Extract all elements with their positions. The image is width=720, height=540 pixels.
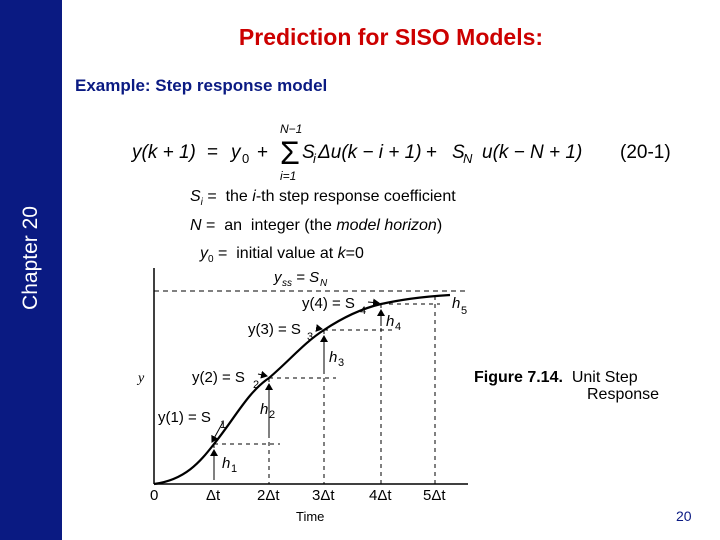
sidebar: Chapter 20 (0, 0, 62, 540)
eq-lhs: y(k + 1) (130, 142, 196, 163)
x-tick-3: 3Δt (312, 487, 335, 504)
eq-sn-term-sub: N (463, 151, 473, 166)
svg-text:y(4) = S: y(4) = S (302, 295, 355, 312)
step-response-figure: y y ss = S N y(1) = S 1 y(2) = S 2 y(3) … (136, 268, 468, 524)
eq-sum-upper: N−1 (280, 122, 302, 136)
equation-20-1: y(k + 1) = y 0 + N−1 Σ i=1 S i Δu(k − i … (130, 122, 671, 182)
si-italic: i (252, 188, 256, 205)
figure-caption: Figure 7.14. Unit Step Response (474, 369, 669, 403)
eq-y0-sub: 0 (242, 151, 249, 166)
point-label-3: y(3) = S 3 (248, 321, 313, 343)
n-text-post: ) (436, 217, 443, 234)
eq-s-term-sub: i (313, 151, 317, 166)
svg-text:h: h (386, 313, 394, 330)
n-text-pre: = an integer (the (201, 217, 337, 234)
eq-s-term: S (302, 142, 315, 163)
svg-text:N: N (320, 278, 328, 289)
svg-text:y(1) = S: y(1) = S (158, 409, 211, 426)
eq-delta-term: Δu(k − i + 1) (317, 142, 422, 163)
x-tick-0: 0 (150, 487, 158, 504)
svg-text:2: 2 (253, 379, 259, 391)
point-label-1: y(1) = S 1 (158, 409, 226, 431)
n-symbol: N (190, 217, 202, 234)
svg-text:5: 5 (461, 305, 467, 317)
eq-equals: = (207, 142, 218, 163)
svg-text:y(2) = S: y(2) = S (192, 369, 245, 386)
x-tick-labels: 0 Δt 2Δt 3Δt 4Δt 5Δt (150, 487, 446, 504)
page-number: 20 (676, 508, 692, 524)
x-tick-2: 2Δt (257, 487, 280, 504)
page-title: Prediction for SISO Models: (238, 24, 544, 50)
svg-text:4: 4 (395, 321, 401, 333)
eq-last-arg: u(k − N + 1) (482, 142, 582, 163)
chapter-label: Chapter 20 (19, 206, 42, 310)
y0-sub: 0 (208, 254, 214, 266)
svg-text:h: h (452, 295, 460, 312)
svg-text:1: 1 (220, 419, 226, 431)
sigma-symbol: Σ (280, 135, 300, 171)
si-text-pre: = the (202, 188, 253, 205)
point-label-2: y(2) = S 2 (192, 369, 259, 391)
definition-n: N = an integer (the model horizon) (190, 217, 442, 235)
si-symbol: S (190, 188, 201, 205)
definition-y0: y0 = initial value at k=0 (200, 245, 364, 265)
svg-text:2: 2 (269, 409, 275, 421)
si-text-post: -th step response coefficient (255, 188, 456, 205)
x-tick-1: Δt (206, 487, 221, 504)
eq-y0: y (229, 142, 242, 163)
svg-text:3: 3 (338, 357, 344, 369)
yss-label: y ss = S N (273, 269, 328, 289)
svg-text:y(3) = S: y(3) = S (248, 321, 301, 338)
y0-text-pre: = initial value at (213, 245, 338, 262)
eq-plus-1: + (257, 142, 268, 163)
n-italic: model horizon (336, 217, 437, 234)
caption-line2: Response (587, 386, 660, 403)
level-guides (214, 303, 440, 445)
svg-text:h: h (260, 401, 268, 418)
svg-text:= S: = S (292, 269, 319, 286)
point-label-4: y(4) = S 4 (302, 295, 366, 317)
definition-si: Si = the i-th step response coefficient (190, 188, 456, 208)
svg-text:1: 1 (231, 463, 237, 475)
y0-text-post: =0 (345, 245, 364, 262)
svg-text:h: h (222, 455, 230, 472)
svg-text:ss: ss (282, 278, 292, 289)
eq-plus-2: + (426, 142, 437, 163)
x-axis-label: Time (296, 509, 324, 524)
caption-line1: Unit Step (562, 369, 638, 386)
eq-sn-term: S (452, 142, 465, 163)
eq-sum-lower: i=1 (280, 169, 296, 182)
point-labels: y(1) = S 1 y(2) = S 2 y(3) = S 3 y(4) = … (158, 295, 366, 431)
y-axis-label: y (136, 371, 145, 386)
x-tick-4: 4Δt (369, 487, 392, 504)
svg-text:4: 4 (360, 305, 366, 317)
svg-text:h: h (329, 349, 337, 366)
svg-text:3: 3 (307, 331, 313, 343)
si-sub: i (200, 197, 203, 209)
caption-bold: Figure 7.14. (474, 369, 563, 386)
y0-italic: k (337, 245, 346, 262)
h-arrows (210, 309, 385, 478)
page-subtitle: Example: Step response model (75, 76, 328, 95)
label-arrows (211, 298, 380, 443)
eq-number: (20-1) (620, 142, 671, 163)
svg-text:y: y (273, 269, 283, 286)
step-response-curve (153, 293, 451, 486)
x-tick-5: 5Δt (423, 487, 446, 504)
y0-symbol: y (200, 245, 208, 262)
